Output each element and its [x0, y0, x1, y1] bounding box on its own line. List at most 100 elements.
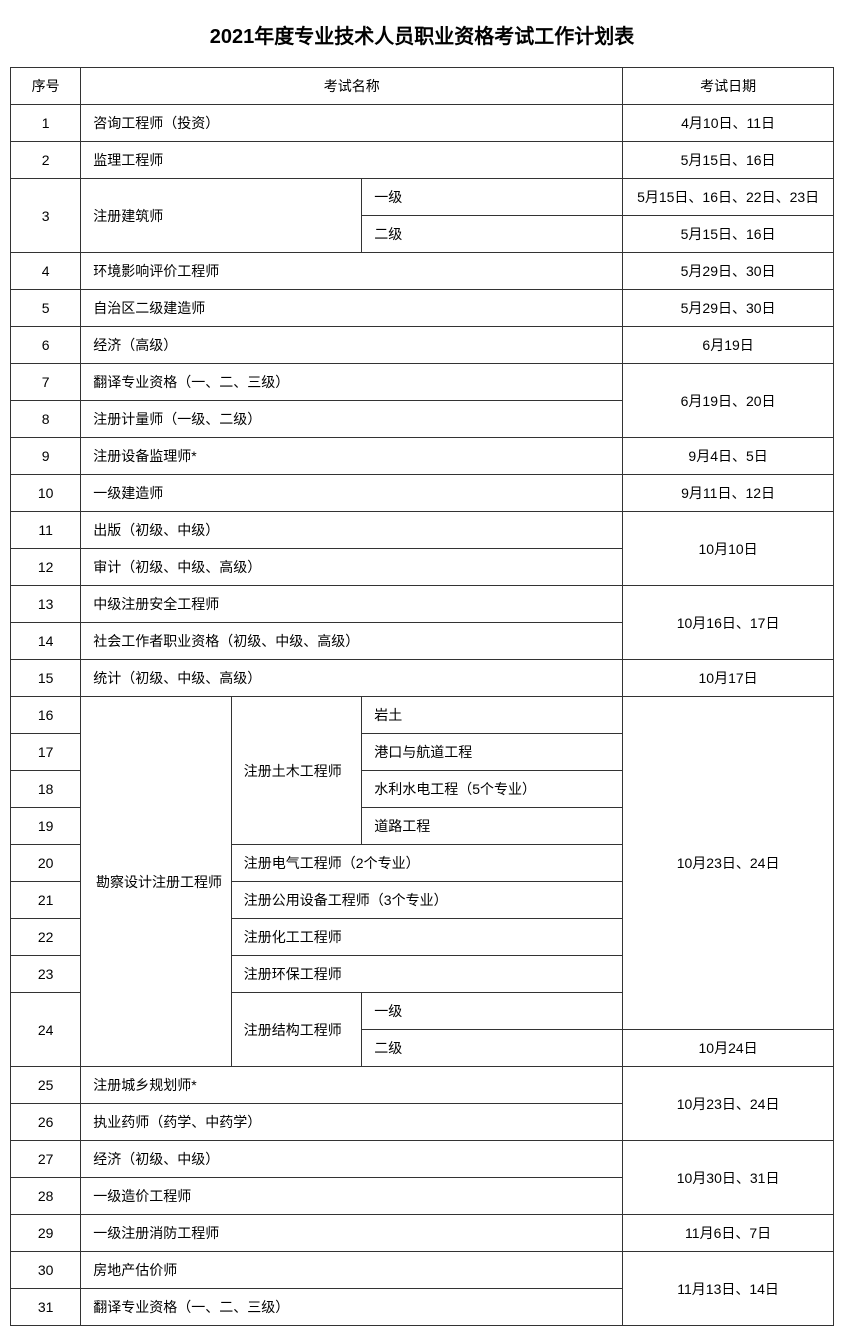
cell-name: 翻译专业资格（一、二、三级） [81, 364, 623, 401]
table-row: 29 一级注册消防工程师 11月6日、7日 [11, 1215, 834, 1252]
cell-name: 注册设备监理师* [81, 438, 623, 475]
cell-date: 5月29日、30日 [623, 253, 834, 290]
cell-sub2: 二级 [362, 1030, 623, 1067]
cell-name: 一级建造师 [81, 475, 623, 512]
table-row: 16 勘察设计注册工程师 注册土木工程师 岩土 10月23日、24日 [11, 697, 834, 734]
cell-date: 10月23日、24日 [623, 697, 834, 1030]
page-title: 2021年度专业技术人员职业资格考试工作计划表 [10, 20, 834, 49]
cell-sub: 二级 [362, 216, 623, 253]
cell-date: 10月30日、31日 [623, 1141, 834, 1215]
cell-seq: 4 [11, 253, 81, 290]
cell-name: 统计（初级、中级、高级） [81, 660, 623, 697]
cell-seq: 8 [11, 401, 81, 438]
cell-seq: 13 [11, 586, 81, 623]
cell-seq: 31 [11, 1289, 81, 1326]
cell-seq: 18 [11, 771, 81, 808]
cell-name: 审计（初级、中级、高级） [81, 549, 623, 586]
cell-name: 注册建筑师 [81, 179, 362, 253]
cell-name: 出版（初级、中级） [81, 512, 623, 549]
col-seq: 序号 [11, 68, 81, 105]
cell-name: 一级注册消防工程师 [81, 1215, 623, 1252]
cell-seq: 17 [11, 734, 81, 771]
cell-group: 勘察设计注册工程师 [81, 697, 232, 1067]
cell-name: 执业药师（药学、中药学） [81, 1104, 623, 1141]
cell-name: 经济（初级、中级） [81, 1141, 623, 1178]
cell-sub: 注册土木工程师 [231, 697, 361, 845]
cell-sub2: 港口与航道工程 [362, 734, 623, 771]
cell-date: 10月10日 [623, 512, 834, 586]
cell-seq: 26 [11, 1104, 81, 1141]
cell-name: 自治区二级建造师 [81, 290, 623, 327]
cell-seq: 25 [11, 1067, 81, 1104]
cell-sub: 注册环保工程师 [231, 956, 622, 993]
cell-date: 9月11日、12日 [623, 475, 834, 512]
table-row: 6 经济（高级） 6月19日 [11, 327, 834, 364]
cell-date: 4月10日、11日 [623, 105, 834, 142]
cell-name: 中级注册安全工程师 [81, 586, 623, 623]
table-row: 25 注册城乡规划师* 10月23日、24日 [11, 1067, 834, 1104]
cell-name: 监理工程师 [81, 142, 623, 179]
table-row: 4 环境影响评价工程师 5月29日、30日 [11, 253, 834, 290]
cell-name: 一级造价工程师 [81, 1178, 623, 1215]
cell-seq: 20 [11, 845, 81, 882]
cell-seq: 3 [11, 179, 81, 253]
cell-date: 11月6日、7日 [623, 1215, 834, 1252]
cell-sub2: 水利水电工程（5个专业） [362, 771, 623, 808]
cell-sub2: 道路工程 [362, 808, 623, 845]
cell-sub: 注册结构工程师 [231, 993, 361, 1067]
cell-seq: 15 [11, 660, 81, 697]
cell-name: 注册计量师（一级、二级） [81, 401, 623, 438]
table-row: 15 统计（初级、中级、高级） 10月17日 [11, 660, 834, 697]
table-row: 2 监理工程师 5月15日、16日 [11, 142, 834, 179]
cell-seq: 29 [11, 1215, 81, 1252]
cell-name: 翻译专业资格（一、二、三级） [81, 1289, 623, 1326]
table-row: 3 注册建筑师 一级 5月15日、16日、22日、23日 [11, 179, 834, 216]
cell-date: 10月23日、24日 [623, 1067, 834, 1141]
cell-seq: 12 [11, 549, 81, 586]
cell-seq: 14 [11, 623, 81, 660]
cell-sub2: 岩土 [362, 697, 623, 734]
cell-seq: 28 [11, 1178, 81, 1215]
table-row: 10 一级建造师 9月11日、12日 [11, 475, 834, 512]
table-row: 9 注册设备监理师* 9月4日、5日 [11, 438, 834, 475]
cell-date: 5月15日、16日 [623, 142, 834, 179]
cell-sub2: 一级 [362, 993, 623, 1030]
cell-date: 6月19日、20日 [623, 364, 834, 438]
table-row: 1 咨询工程师（投资） 4月10日、11日 [11, 105, 834, 142]
cell-seq: 23 [11, 956, 81, 993]
col-name: 考试名称 [81, 68, 623, 105]
cell-seq: 11 [11, 512, 81, 549]
cell-name: 环境影响评价工程师 [81, 253, 623, 290]
cell-seq: 7 [11, 364, 81, 401]
cell-seq: 5 [11, 290, 81, 327]
table-row: 30 房地产估价师 11月13日、14日 [11, 1252, 834, 1289]
cell-sub: 注册公用设备工程师（3个专业） [231, 882, 622, 919]
cell-date: 6月19日 [623, 327, 834, 364]
col-date: 考试日期 [623, 68, 834, 105]
cell-seq: 9 [11, 438, 81, 475]
cell-seq: 22 [11, 919, 81, 956]
cell-date: 5月29日、30日 [623, 290, 834, 327]
cell-name: 经济（高级） [81, 327, 623, 364]
cell-date: 11月13日、14日 [623, 1252, 834, 1326]
cell-sub: 注册电气工程师（2个专业） [231, 845, 622, 882]
cell-name: 咨询工程师（投资） [81, 105, 623, 142]
cell-date: 5月15日、16日 [623, 216, 834, 253]
cell-seq: 16 [11, 697, 81, 734]
cell-name: 房地产估价师 [81, 1252, 623, 1289]
cell-seq: 27 [11, 1141, 81, 1178]
table-row: 27 经济（初级、中级） 10月30日、31日 [11, 1141, 834, 1178]
table-row: 5 自治区二级建造师 5月29日、30日 [11, 290, 834, 327]
cell-date: 10月16日、17日 [623, 586, 834, 660]
cell-seq: 21 [11, 882, 81, 919]
cell-date: 5月15日、16日、22日、23日 [623, 179, 834, 216]
cell-date: 10月24日 [623, 1030, 834, 1067]
cell-sub: 注册化工工程师 [231, 919, 622, 956]
table-row: 7 翻译专业资格（一、二、三级） 6月19日、20日 [11, 364, 834, 401]
cell-name: 社会工作者职业资格（初级、中级、高级） [81, 623, 623, 660]
cell-seq: 30 [11, 1252, 81, 1289]
cell-seq: 1 [11, 105, 81, 142]
schedule-table: 序号 考试名称 考试日期 1 咨询工程师（投资） 4月10日、11日 2 监理工… [10, 67, 834, 1326]
table-row: 11 出版（初级、中级） 10月10日 [11, 512, 834, 549]
cell-seq: 6 [11, 327, 81, 364]
